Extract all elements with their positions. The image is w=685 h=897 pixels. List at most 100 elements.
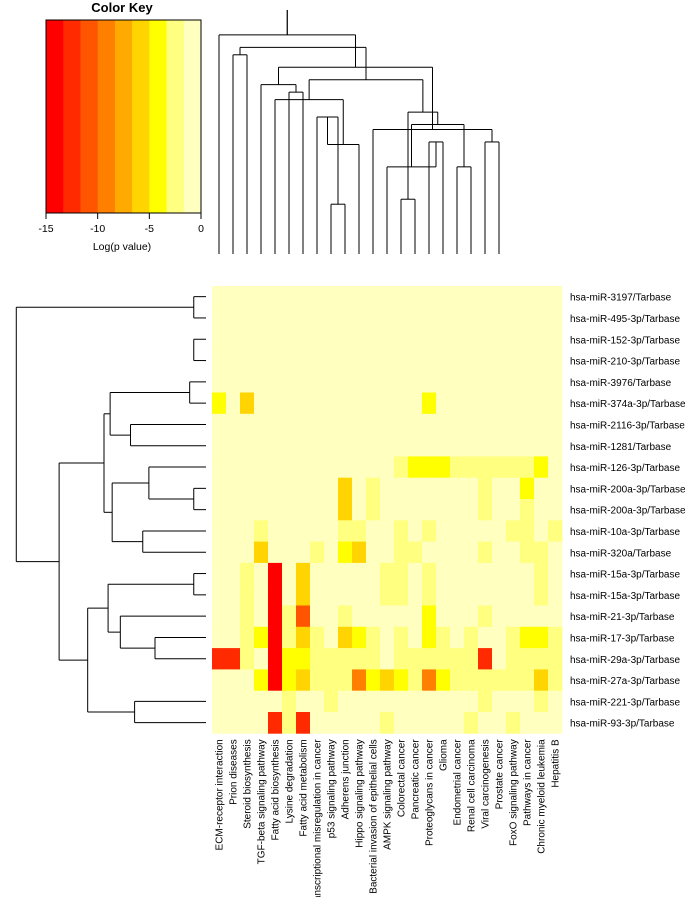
heatmap-cell — [212, 605, 227, 628]
heatmap-cell — [352, 286, 367, 308]
heatmap-cell — [408, 520, 423, 542]
heatmap-cell — [240, 690, 255, 713]
heatmap-cell — [394, 456, 409, 479]
heatmap-cell — [520, 435, 535, 457]
heatmap-cell — [380, 541, 395, 564]
heatmap-cell — [534, 477, 549, 500]
heatmap-cell — [520, 392, 535, 415]
heatmap-cell — [506, 605, 521, 628]
heatmap-cell — [380, 307, 395, 329]
heatmap-cell — [254, 626, 269, 649]
heatmap-cell — [226, 349, 241, 372]
heatmap-cell — [492, 371, 507, 393]
heatmap-cell — [436, 541, 451, 564]
heatmap-cell — [506, 349, 521, 372]
heatmap-cell — [520, 562, 535, 585]
heatmap-cell — [324, 669, 339, 692]
heatmap-cell — [464, 712, 479, 734]
column-label: Viral carcinogenesis — [481, 739, 492, 828]
heatmap-cell — [520, 477, 535, 500]
column-dendrogram — [218, 9, 500, 254]
heatmap-cell — [534, 499, 549, 521]
heatmap-cell — [436, 392, 451, 415]
column-label: Fatty acid biosynthesis — [271, 739, 282, 840]
heatmap-cell — [506, 413, 521, 436]
heatmap-cell — [296, 435, 311, 457]
heatmap-cell — [534, 286, 549, 308]
heatmap-cell — [534, 520, 549, 542]
heatmap-cell — [324, 392, 339, 415]
heatmap-cell — [422, 605, 437, 628]
heatmap-cell — [548, 349, 563, 372]
heatmap-cell — [506, 562, 521, 585]
heatmap-cell — [296, 392, 311, 415]
heatmap-cell — [450, 328, 465, 351]
heatmap-cell — [240, 541, 255, 564]
heatmap-cell — [282, 690, 297, 713]
heatmap-cell — [254, 349, 269, 372]
heatmap-cell — [296, 648, 311, 670]
heatmap-cell — [296, 286, 311, 308]
color-key-band — [114, 20, 133, 213]
heatmap-cell — [422, 456, 437, 479]
color-key-band — [63, 20, 81, 213]
heatmap-cell — [534, 690, 549, 713]
heatmap-cells — [212, 286, 563, 734]
heatmap-cell — [422, 712, 437, 734]
color-key-band — [97, 20, 116, 213]
heatmap-cell — [324, 605, 339, 628]
heatmap-cell — [436, 648, 451, 670]
heatmap-cell — [464, 541, 479, 564]
heatmap-cell — [282, 712, 297, 734]
heatmap-cell — [422, 349, 437, 372]
heatmap-cell — [492, 392, 507, 415]
heatmap-cell — [506, 520, 521, 542]
heatmap-cell — [450, 456, 465, 479]
column-label: AMPK signaling pathway — [383, 739, 394, 850]
column-labels: ECM-receptor interaction Prion diseases St… — [215, 739, 562, 897]
heatmap-cell — [464, 392, 479, 415]
heatmap-cell — [296, 456, 311, 479]
heatmap-cell — [422, 286, 437, 308]
heatmap-cell — [226, 371, 241, 393]
heatmap-cell — [366, 371, 381, 393]
heatmap-cell — [240, 328, 255, 351]
heatmap-cell — [478, 286, 493, 308]
column-label: Steroid biosynthesis — [243, 739, 254, 829]
heatmap-cell — [324, 562, 339, 585]
heatmap-cell — [506, 435, 521, 457]
heatmap-cell — [310, 286, 325, 308]
heatmap-cell — [352, 435, 367, 457]
heatmap-cell — [492, 477, 507, 500]
heatmap-cell — [212, 286, 227, 308]
heatmap-cell — [548, 328, 563, 351]
row-label: hsa-miR-27a-3p/Tarbase — [570, 676, 680, 687]
heatmap-cell — [212, 328, 227, 351]
heatmap-cell — [534, 328, 549, 351]
heatmap-cell — [282, 413, 297, 436]
heatmap-cell — [240, 712, 255, 734]
heatmap-cell — [422, 584, 437, 606]
heatmap-cell — [226, 286, 241, 308]
heatmap-cell — [450, 307, 465, 329]
heatmap-cell — [450, 286, 465, 308]
heatmap-cell — [380, 648, 395, 670]
heatmap-cell — [408, 307, 423, 329]
heatmap-cell — [450, 477, 465, 500]
heatmap-cell — [464, 626, 479, 649]
heatmap-cell — [408, 712, 423, 734]
heatmap-cell — [310, 371, 325, 393]
heatmap-cell — [366, 712, 381, 734]
heatmap-cell — [324, 584, 339, 606]
heatmap-cell — [450, 371, 465, 393]
heatmap-cell — [310, 584, 325, 606]
heatmap-cell — [352, 328, 367, 351]
heatmap-cell — [380, 392, 395, 415]
heatmap-cell — [212, 435, 227, 457]
heatmap-cell — [296, 669, 311, 692]
heatmap-cell — [520, 541, 535, 564]
heatmap-cell — [436, 690, 451, 713]
heatmap-cell — [240, 286, 255, 308]
heatmap-cell — [366, 349, 381, 372]
heatmap-cell — [478, 456, 493, 479]
